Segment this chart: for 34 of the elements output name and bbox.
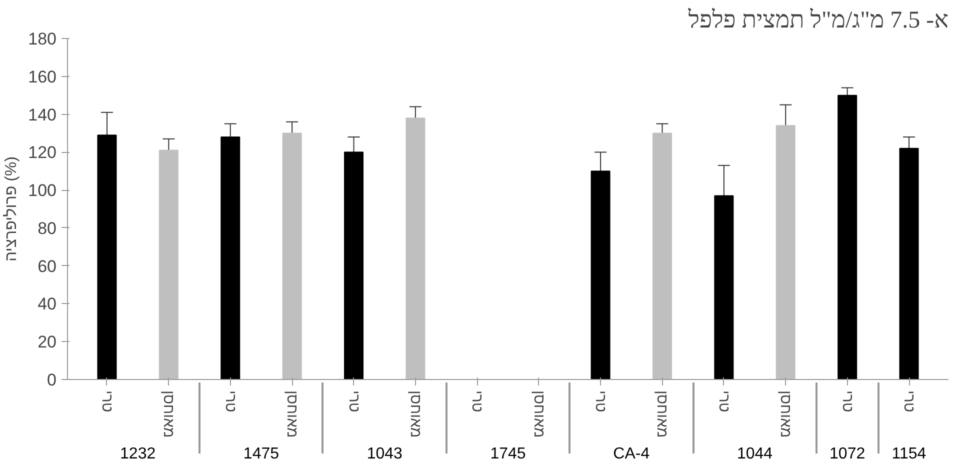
- y-tick-label: 20: [38, 332, 57, 352]
- y-tick-label: 60: [38, 256, 57, 276]
- text: 1232: [120, 446, 156, 463]
- text: CA-4: [613, 446, 650, 463]
- x-tick-label: טרי: [345, 390, 362, 412]
- chart-title: א- 7.5 מ"ג/מ"ל תמצית פלפל: [687, 8, 949, 34]
- x-tick-label: מאוחסן: [654, 390, 671, 438]
- text: 1745: [490, 446, 526, 463]
- y-tick-label: 40: [38, 294, 57, 314]
- x-tick-label: טרי: [98, 390, 116, 412]
- text: 1072: [830, 446, 866, 463]
- text: 1154: [892, 446, 926, 463]
- x-tick-label: מאוחסן: [284, 390, 301, 438]
- text: 1044: [736, 446, 773, 463]
- y-tick-label: 180: [28, 30, 57, 48]
- x-tick-label: מאוחסן: [406, 390, 424, 438]
- x-tick-label: טרי: [468, 390, 486, 412]
- x-tick-label: מאוחסן: [160, 390, 178, 438]
- x-tick-label: טרי: [222, 390, 239, 412]
- x-tick-label: מאוחסן: [777, 390, 794, 438]
- x-tick-label: טרי: [715, 390, 732, 412]
- y-tick-label: 100: [28, 181, 57, 200]
- x-tick-label: מאוחסן: [530, 390, 548, 438]
- y-tick-label: 120: [28, 143, 57, 162]
- text: 1475: [243, 446, 280, 463]
- text: 1043: [366, 446, 403, 463]
- x-tick-label: טרי: [592, 390, 610, 412]
- y-tick-label: 80: [38, 218, 57, 238]
- y-tick-label: 0: [47, 370, 57, 390]
- x-tick-label: טרי: [838, 390, 856, 412]
- y-tick-label: 160: [28, 67, 57, 86]
- x-tick-label: טרי: [900, 390, 918, 412]
- y-tick-label: 140: [28, 105, 57, 124]
- y-axis-title: פרוליפרציה (%): [2, 156, 20, 262]
